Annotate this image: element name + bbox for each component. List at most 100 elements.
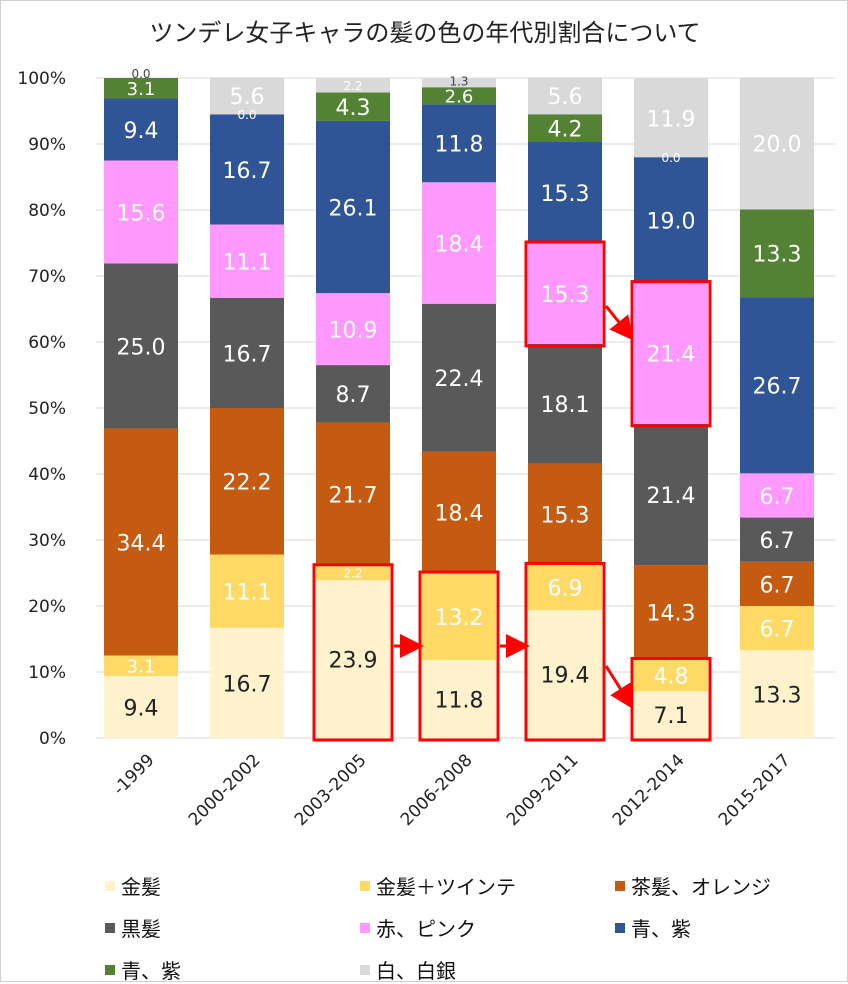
legend-item: 金髪＋ツインテ <box>360 871 516 900</box>
bar-segment <box>210 554 284 628</box>
bar-segment <box>422 78 496 88</box>
bar-segment <box>104 675 178 738</box>
x-tick-label: 2012-2014 <box>609 750 689 830</box>
bar-segment <box>634 565 708 660</box>
data-label: 11.8 <box>435 133 484 158</box>
bar-segment <box>422 451 496 573</box>
y-tick-label: 90% <box>28 135 66 155</box>
data-label: 14.3 <box>647 602 696 627</box>
data-label: 2.2 <box>343 567 362 581</box>
bar-segment <box>210 408 284 555</box>
data-label: 0.0 <box>661 151 680 165</box>
bar-segment <box>210 77 284 115</box>
legend-item: 黒髪 <box>105 913 161 942</box>
data-label: 34.4 <box>117 531 166 556</box>
bar-segment <box>104 655 178 676</box>
data-label: 3.1 <box>127 657 156 678</box>
bar-segment <box>528 243 602 344</box>
data-label: 21.7 <box>329 483 378 508</box>
bar-segment <box>740 517 814 562</box>
data-label: 6.7 <box>760 529 795 554</box>
data-label: 13.3 <box>753 243 802 268</box>
y-tick-label: 100% <box>17 69 66 89</box>
legend-label: 金髪＋ツインテ <box>376 875 516 899</box>
y-tick-label: 40% <box>28 465 66 485</box>
data-label: 0.0 <box>131 67 150 81</box>
data-label: 26.7 <box>753 375 802 400</box>
data-label: 7.1 <box>654 704 689 729</box>
bar-segment <box>528 564 602 610</box>
bar-segment <box>422 573 496 661</box>
bar-segment <box>740 77 814 210</box>
data-label: 6.7 <box>760 573 795 598</box>
bar-segment <box>740 209 814 298</box>
bar-segment <box>316 78 390 93</box>
legend-item: 青、紫 <box>615 913 691 942</box>
bar-segment <box>740 561 814 606</box>
legend-item: 青、紫 <box>105 955 181 984</box>
data-label: 10.9 <box>329 318 378 343</box>
legend-label: 白、白銀 <box>376 959 456 983</box>
bar-segment <box>104 160 178 264</box>
bar-segment <box>634 282 708 424</box>
bar-segment <box>634 691 708 738</box>
data-label: 20.0 <box>753 133 802 158</box>
y-tick-label: 0% <box>39 729 66 749</box>
legend-swatch <box>360 964 370 975</box>
bar-segment <box>740 473 814 518</box>
legend-swatch <box>105 922 115 933</box>
bar-segment <box>740 650 814 738</box>
data-label: 13.2 <box>435 606 484 631</box>
bar-segment <box>634 423 708 566</box>
bar-segment <box>422 303 496 452</box>
data-label: 16.7 <box>223 159 272 184</box>
y-tick-label: 20% <box>28 597 66 617</box>
data-label: 23.9 <box>329 648 378 673</box>
legend-label: 黒髪 <box>121 917 161 941</box>
data-label: 11.9 <box>647 107 696 132</box>
legend-item: 金髪 <box>105 871 161 900</box>
data-label: 6.9 <box>548 577 583 602</box>
data-label: 19.4 <box>541 663 590 688</box>
bar-segment <box>528 343 602 464</box>
data-label: 15.3 <box>541 283 590 308</box>
data-label: 15.3 <box>541 182 590 207</box>
arrow <box>604 665 634 710</box>
arrow <box>604 305 634 341</box>
bar-segment <box>316 565 390 581</box>
data-label: 0.0 <box>237 108 256 122</box>
bar-segment <box>316 580 390 738</box>
data-label: 9.4 <box>124 119 159 144</box>
x-tick-label: 2015-2017 <box>715 750 795 830</box>
bar-segment <box>210 224 284 298</box>
legend-label: 青、紫 <box>631 917 691 941</box>
chart-title: ツンデレ女子キャラの髪の色の年代別割合について <box>149 19 701 47</box>
data-label: 15.3 <box>541 503 590 528</box>
data-label: 4.8 <box>654 665 689 690</box>
data-label: 11.1 <box>223 581 272 606</box>
bar-segment <box>528 463 602 565</box>
data-label: 25.0 <box>117 335 166 360</box>
legend-label: 赤、ピンク <box>376 917 476 941</box>
x-tick-label: 2003-2005 <box>291 750 371 830</box>
data-label: 18.1 <box>541 393 590 418</box>
highlight-box <box>524 240 606 348</box>
data-label: 4.2 <box>548 118 583 143</box>
bar-segment <box>740 606 814 651</box>
x-tick-label: -1999 <box>109 750 158 799</box>
bar-segment <box>104 428 178 656</box>
data-label: 3.1 <box>127 79 156 100</box>
data-label: 5.6 <box>548 85 583 110</box>
bar-segment <box>740 297 814 474</box>
bar-segment <box>528 114 602 143</box>
x-tick-label: 2009-2011 <box>503 750 583 830</box>
data-label: 22.2 <box>223 471 272 496</box>
legend-swatch <box>105 880 115 891</box>
bar-segment <box>316 293 390 366</box>
bar-segment <box>528 77 602 115</box>
data-label: 11.1 <box>223 251 272 276</box>
legend-swatch <box>360 922 370 933</box>
data-label: 22.4 <box>435 367 484 392</box>
bar-segment <box>104 98 178 161</box>
